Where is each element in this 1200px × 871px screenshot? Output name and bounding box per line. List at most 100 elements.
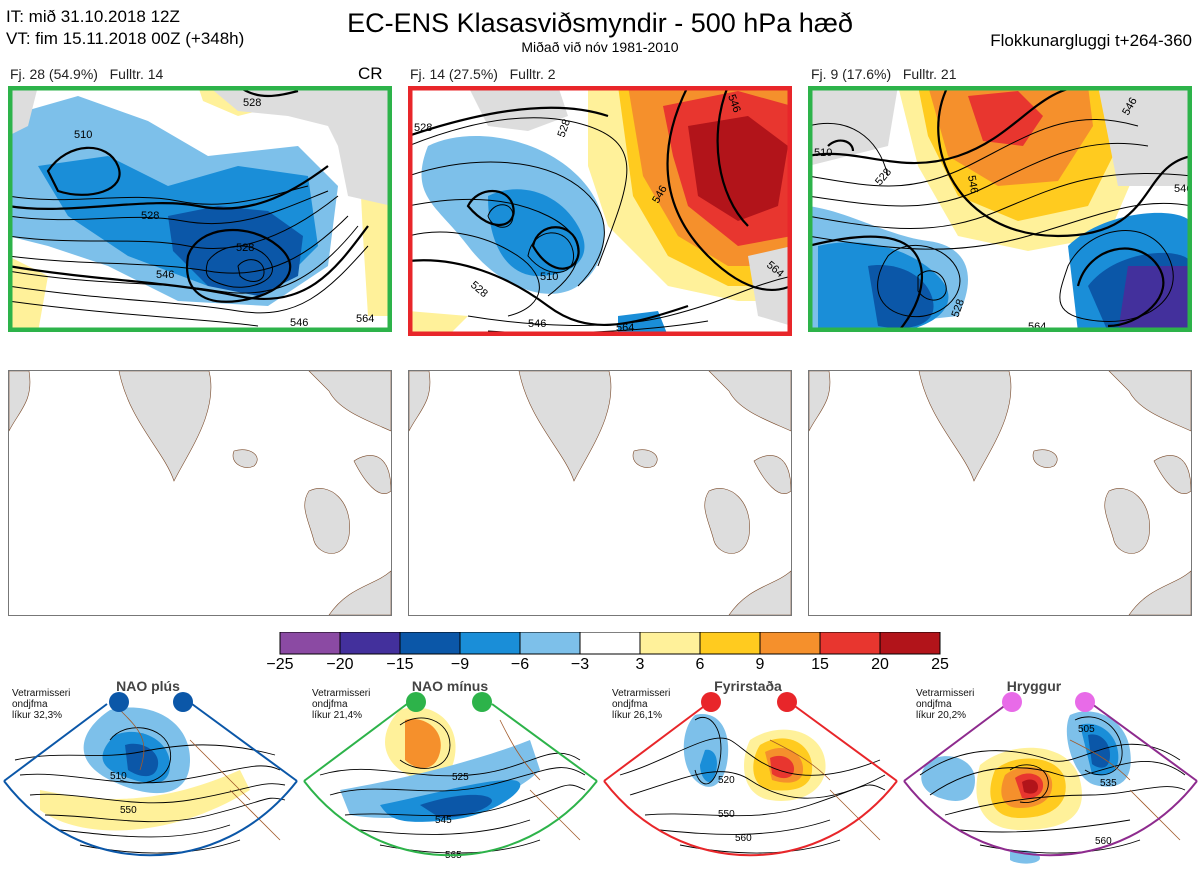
regime-contour-label: 560 [735, 833, 752, 844]
init-time: IT: mið 31.10.2018 12Z [6, 7, 180, 26]
regime-frame [303, 703, 598, 857]
colorbar-swatch [399, 632, 461, 655]
contour-label: 546 [528, 318, 546, 330]
valid-time: VT: fim 15.11.2018 00Z (+348h) [6, 29, 245, 48]
colorbar-swatch [759, 632, 821, 655]
regime-blocking: Fyrirstaða Vetrarmisseri ondjfma líkur 26,… [600, 678, 900, 871]
empty-map-2 [408, 370, 792, 616]
contour-label: 510 [540, 271, 558, 283]
regime-nao-plus: NAO plús Vetrarmisseri ondjfma líkur 32,3% [0, 678, 300, 871]
colorbar-tick-label: 25 [931, 656, 949, 673]
regime-note: Vetrarmisseri ondjfma líkur 21,4% [312, 688, 371, 721]
contour-label: 528 [414, 122, 432, 134]
cluster-1-tag: CR [358, 64, 383, 83]
regime-dot [406, 692, 426, 712]
regime-contour-label: 550 [120, 805, 137, 816]
colorbar-tick-label: −25 [266, 656, 294, 673]
colorbar-swatch [279, 632, 341, 655]
colorbar-tick-label: −15 [386, 656, 414, 673]
regime-dot [472, 692, 492, 712]
colorbar-tick-label: −6 [510, 656, 530, 673]
regime-contour-label: 535 [1100, 778, 1117, 789]
contour-label: 528 [236, 242, 254, 254]
colorbar-swatch [459, 632, 521, 655]
regime-dot [109, 692, 129, 712]
cluster-2-frame [408, 86, 792, 336]
cluster-3-label: Fj. 9 (17.6%) Fulltr. 21 [811, 66, 957, 82]
cluster-1-size: Fj. 28 (54.9%) [10, 66, 98, 82]
regime-contour-label: 505 [1078, 724, 1095, 735]
regime-name: Fyrirstaða [714, 678, 782, 694]
cluster-1-label: Fj. 28 (54.9%) Fulltr. 14 [10, 66, 163, 82]
regime-contour-label: 525 [452, 772, 469, 783]
regime-frame [903, 703, 1198, 857]
cluster-1-frame [8, 86, 392, 332]
colorbar-tick-label: −3 [570, 656, 590, 673]
regime-dot [1002, 692, 1022, 712]
contour-label: 528 [950, 298, 968, 319]
regimes-row: NAO plús Vetrarmisseri ondjfma líkur 32,3% [0, 678, 1200, 871]
cluster-2-rep: Fulltr. 2 [509, 66, 556, 82]
regime-dot [701, 692, 721, 712]
colorbar: −25 −20 −15 −9 −6 −3 3 6 9 15 20 25 [266, 632, 956, 677]
colorbar-swatch [699, 632, 761, 655]
empty-map-3 [808, 370, 1192, 616]
regime-contour-label: 560 [1095, 836, 1112, 847]
colorbar-tick-label: −9 [450, 656, 470, 673]
contour-label: 510 [814, 147, 832, 159]
cluster-2-map: 528 528 528 510 546 546 546 564 564 [408, 86, 792, 336]
colorbar-tick-label: 6 [695, 656, 705, 673]
regime-note: Vetrarmisseri ondjfma líkur 32,3% [12, 688, 71, 721]
regime-contour-label: 545 [435, 815, 452, 826]
contour-label: 528 [243, 97, 261, 109]
regime-ridge: Hryggur Vetrarmisseri ondjfma líkur 20,2% [900, 678, 1200, 871]
regime-contour-label: 550 [718, 809, 735, 820]
colorbar-swatch [579, 632, 641, 655]
colorbar-swatch [519, 632, 581, 655]
regime-dot [777, 692, 797, 712]
colorbar-swatch [339, 632, 401, 655]
cluster-1-map: 510 528 528 528 546 546 564 [8, 86, 392, 332]
colorbar-swatch [639, 632, 701, 655]
regime-dot [1075, 692, 1095, 712]
cluster-2-label: Fj. 14 (27.5%) Fulltr. 2 [410, 66, 556, 82]
cluster-3-size: Fj. 9 (17.6%) [811, 66, 892, 82]
contour-label: 546 [725, 93, 743, 114]
contour-label: 528 [556, 118, 574, 139]
cluster-3-map: 510 528 546 546 546 528 564 [808, 86, 1192, 332]
cluster-3-rep: Fulltr. 21 [902, 66, 957, 82]
regime-name: Hryggur [1006, 678, 1062, 694]
empty-map-1 [8, 370, 392, 616]
colorbar-ticks: −25 −20 −15 −9 −6 −3 3 6 9 15 20 25 [266, 656, 956, 676]
regime-contour-label: 510 [110, 771, 127, 782]
colorbar-tick-label: −20 [326, 656, 354, 673]
contour-label: 564 [616, 322, 634, 334]
regime-contour-label: 520 [718, 775, 735, 786]
contour-label: 546 [965, 174, 980, 194]
colorbar-swatches [279, 632, 941, 655]
regime-frame [3, 703, 298, 857]
contour-label: 546 [156, 269, 174, 281]
page-subtitle: Miðað við nóv 1981-2010 [521, 39, 679, 55]
regime-name: NAO mínus [411, 678, 489, 694]
classification-window: Flokkunargluggi t+264-360 [990, 31, 1192, 50]
colorbar-tick-label: 20 [871, 656, 889, 673]
colorbar-swatch [819, 632, 881, 655]
contour-label: 564 [356, 313, 374, 325]
colorbar-tick-label: 9 [755, 656, 765, 673]
cluster-2-size: Fj. 14 (27.5%) [410, 66, 498, 82]
colorbar-tick-label: 3 [635, 656, 645, 673]
colorbar-swatch [879, 632, 941, 655]
regime-frame [603, 703, 898, 857]
contour-label: 528 [141, 210, 159, 222]
regime-name: NAO plús [116, 678, 180, 694]
regime-dot [173, 692, 193, 712]
colorbar-tick-label: 15 [811, 656, 829, 673]
header-info: IT: mið 31.10.2018 12Z VT: fim 15.11.201… [6, 6, 244, 50]
contour-label: 510 [74, 129, 92, 141]
contour-label: 546 [290, 317, 308, 329]
cluster-3-frame [808, 86, 1192, 332]
regime-note: Vetrarmisseri ondjfma líkur 26,1% [612, 688, 671, 721]
regime-nao-minus: NAO mínus Vetrarmisseri ondjfma líkur 21,4… [300, 678, 600, 871]
page-title: EC-ENS Klasasviðsmyndir - 500 hPa hæð [347, 8, 853, 38]
